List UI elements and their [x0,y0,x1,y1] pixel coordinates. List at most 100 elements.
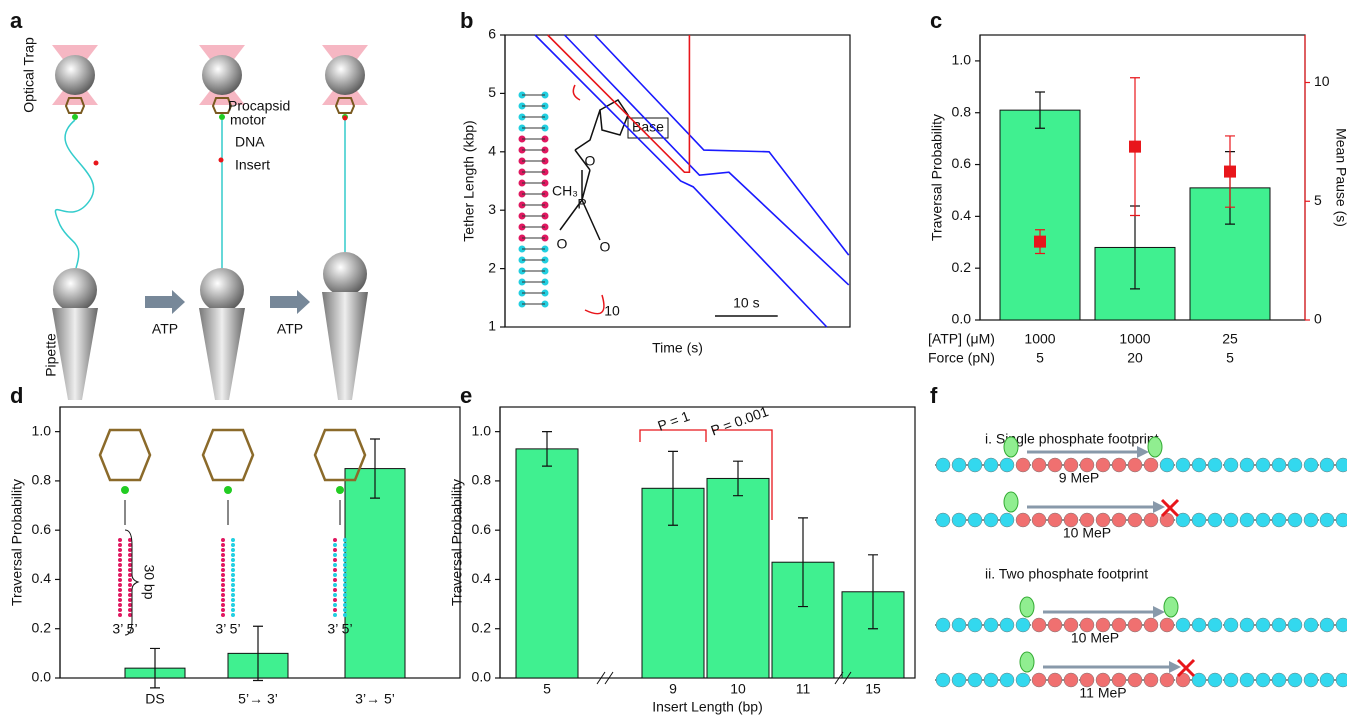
phosphate [1015,672,1031,688]
scale-label: 10 s [733,295,759,311]
strand-bead [343,538,347,542]
strand-bead [333,563,337,567]
phosphate [1239,512,1255,528]
phosphate [1191,512,1207,528]
tick-label: 0.4 [952,207,972,223]
phosphate [1287,457,1303,473]
plot-frame [504,34,851,328]
bar [999,109,1081,321]
error-bar [1225,135,1235,208]
phosphate [1063,457,1079,473]
annotation: 3’ 5’ [215,621,240,637]
strand-bead [231,563,235,567]
tick-label: 0.8 [472,472,492,488]
phosphate [1271,457,1287,473]
p-bracket [639,429,773,520]
cross [1160,498,1180,518]
strand-bead [128,553,132,557]
tick-label: 0.2 [32,619,52,635]
strand-bead [333,573,337,577]
tick-label: 0.0 [472,669,492,685]
x-tick-label: 10 [730,681,746,697]
phosphate [935,617,951,633]
phosphate [1047,617,1063,633]
phosphate [1255,617,1271,633]
phosphate [1303,457,1319,473]
phosphate [1319,457,1335,473]
strand-bead [333,548,337,552]
strand-bead [118,538,122,542]
strand-bead [343,553,347,557]
phosphate [1047,512,1063,528]
tick-label: 0.6 [952,155,972,171]
capsid [98,428,152,482]
phosphate [1111,457,1127,473]
phosphate [1063,512,1079,528]
inset-bonds [559,149,601,241]
motor [336,486,344,494]
phosphate [983,512,999,528]
strand-bead [221,563,225,567]
tick-label: 0.0 [952,311,972,327]
strand-bead [221,588,225,592]
arrow-label: ATP [152,321,178,337]
capsid [313,428,367,482]
motor [121,486,129,494]
error-bar [668,450,678,526]
strand-bead [333,553,337,557]
annotation: P [577,196,586,212]
strand-bead [231,553,235,557]
phosphate [1127,672,1143,688]
phosphate [967,457,983,473]
phosphate [1207,457,1223,473]
tick-label: 5 [488,84,496,100]
tick-label: 0 [1314,311,1322,327]
strand-bead [231,583,235,587]
row-label: 11 MeP [1079,685,1126,701]
phosphate [999,617,1015,633]
strand-bead [343,593,347,597]
panel-label: d [10,383,23,408]
group-title: ii. Two phosphate footprint [985,566,1148,582]
phosphate [983,617,999,633]
x-tick-label: 1000 [1119,331,1150,347]
strand-bead [118,593,122,597]
x-tick-label: 5 [1036,350,1044,366]
phosphate [1255,672,1271,688]
trace [547,34,691,174]
tick-label: 6 [488,26,496,42]
phosphate [1095,617,1111,633]
diagram-label: Insert [235,157,270,173]
strand-bead [118,578,122,582]
phosphate [1015,617,1031,633]
cross [1176,658,1196,678]
x-tick-label: 1000 [1024,331,1055,347]
tick-label: 0.6 [472,521,492,537]
strand-bead [128,543,132,547]
phosphate [1335,457,1347,473]
error-bar [798,517,808,608]
strand-bead [333,608,337,612]
tick-label: 1.0 [952,52,972,68]
strand-bead [343,568,347,572]
phosphate [1239,672,1255,688]
tick-label: 0.2 [472,619,492,635]
annotation: CH₃ [552,183,578,199]
phosphate [1143,672,1159,688]
strand-bead [333,538,337,542]
y-axis-label: Tether Length (kbp) [461,120,477,241]
panel-label: f [930,383,938,408]
strand-bead [333,543,337,547]
phosphate [1111,512,1127,528]
strand-bead [343,583,347,587]
y-axis-label: Traversal Probability [929,114,945,241]
diagram-label: DNA [235,134,265,150]
phosphate [1079,512,1095,528]
phosphate [935,457,951,473]
strand-bead [343,558,347,562]
arrow-head [1137,446,1149,458]
diagram-label: Optical Trap [21,37,37,113]
annotation: 3’ 5’ [112,621,137,637]
phosphate [999,672,1015,688]
strand-bead [333,568,337,572]
